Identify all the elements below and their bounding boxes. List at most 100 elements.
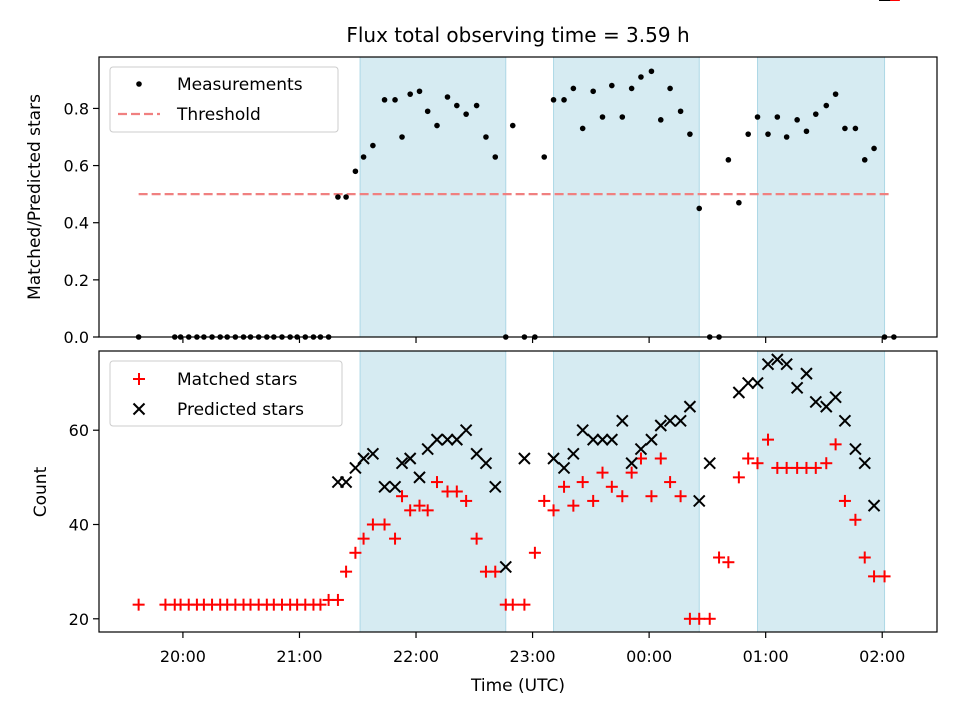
predicted-point (654, 419, 667, 432)
predicted-point (761, 357, 775, 371)
matched-point (349, 546, 362, 559)
matched-point (596, 466, 609, 479)
top-axes-frame (98, 56, 938, 338)
measurement-point (407, 91, 413, 97)
measurement-point (579, 125, 586, 132)
legend-predicted-cross (132, 402, 146, 416)
y-tick-label: 0.6 (64, 157, 89, 176)
top-legend-box (109, 66, 339, 133)
measurement-point (424, 108, 431, 115)
top-shaded-intervals (359, 56, 886, 338)
matched-point (742, 452, 755, 465)
predicted-point (518, 452, 531, 465)
y-tick-label: 60 (69, 421, 89, 440)
predicted-point (634, 442, 648, 456)
measurement-point (667, 85, 673, 92)
measurement-point (541, 154, 548, 160)
matched-point (732, 471, 745, 484)
measurement-point (794, 117, 800, 123)
predicted-stars-series (331, 0, 891, 574)
top-panel: 0.00.20.40.60.8 Matched/Predicted stars … (25, 56, 938, 347)
shaded-interval-2 (553, 56, 700, 338)
measurement-point (861, 157, 868, 163)
measurement-point (416, 88, 423, 95)
predicted-point (479, 457, 493, 470)
predicted-point (339, 475, 353, 489)
bottom-y-axis-label: Count (31, 466, 51, 517)
x-tick-label: 20:00 (160, 647, 206, 666)
legend-threshold-label: Threshold (176, 105, 261, 125)
matched-point (645, 490, 658, 503)
bottom-shaded-intervals (359, 350, 886, 633)
predicted-point (586, 433, 600, 446)
predicted-point (450, 433, 464, 446)
matched-point (518, 598, 531, 611)
legend-matched-marker (133, 373, 145, 385)
chart-title: Flux total observing time = 3.59 h (346, 23, 689, 47)
measurement-point (871, 145, 877, 152)
matched-point (576, 476, 589, 489)
matched-point (838, 494, 851, 507)
predicted-point (378, 480, 391, 493)
measurement-point (783, 134, 790, 140)
predicted-point (403, 452, 417, 465)
predicted-point (421, 442, 434, 456)
top-x-ticks (182, 337, 883, 343)
measurement-point (842, 125, 848, 132)
measurement-point (550, 97, 557, 103)
matched-point (780, 461, 793, 474)
predicted-point (596, 433, 609, 446)
measurement-point (381, 97, 388, 103)
measurement-point (736, 199, 742, 206)
bottom-axes-frame (98, 350, 938, 633)
measurement-point (812, 111, 819, 117)
shaded-interval-2 (553, 350, 700, 633)
measurement-point (687, 131, 693, 137)
measurement-point (765, 131, 771, 137)
legend-measurements-label: Measurements (177, 75, 303, 95)
measurement-point (343, 194, 349, 200)
matched-point (314, 598, 327, 611)
matched-point (605, 480, 618, 493)
matched-point (528, 546, 541, 559)
matched-point (664, 476, 677, 489)
matched-point (460, 494, 473, 507)
predicted-point (625, 457, 638, 470)
matched-point (132, 598, 145, 611)
x-tick-label: 00:00 (626, 647, 672, 666)
matched-point (858, 551, 871, 564)
x-axis-label: Time (UTC) (470, 676, 565, 696)
bottom-legend-box (109, 360, 343, 427)
measurement-point (619, 114, 626, 120)
matched-point (674, 490, 687, 503)
legend-matched-plus (133, 373, 145, 385)
measurement-point (434, 122, 440, 129)
predicted-point (829, 390, 842, 404)
predicted-point (800, 367, 813, 380)
predicted-point (849, 442, 862, 456)
y-tick-label: 0.4 (64, 214, 89, 233)
measurement-point (774, 114, 781, 120)
shaded-interval-1 (359, 350, 507, 633)
legend-predicted-label: Predicted stars (177, 400, 304, 420)
measurement-point (725, 157, 732, 163)
predicted-point (741, 376, 755, 390)
measurement-point (370, 142, 376, 149)
y-tick-label: 0.2 (64, 271, 89, 290)
matched-point (357, 532, 370, 545)
matched-point (547, 504, 560, 517)
y-tick-label: 0.0 (64, 328, 89, 347)
measurement-point (444, 94, 451, 100)
predicted-point (693, 494, 706, 508)
measurement-point (509, 122, 516, 129)
measurement-point (832, 91, 839, 97)
matched-point (340, 565, 353, 578)
predicted-point (616, 414, 629, 427)
top-y-ticks: 0.0 0.2 0.4 0.6 0.8 (64, 99, 99, 347)
y-tick-label: 20 (69, 610, 89, 629)
legend-matched-label: Matched stars (177, 370, 297, 390)
matched-point (587, 494, 600, 507)
matched-point (878, 570, 891, 583)
predicted-point (674, 414, 687, 427)
y-tick-label: 0.8 (64, 99, 89, 118)
